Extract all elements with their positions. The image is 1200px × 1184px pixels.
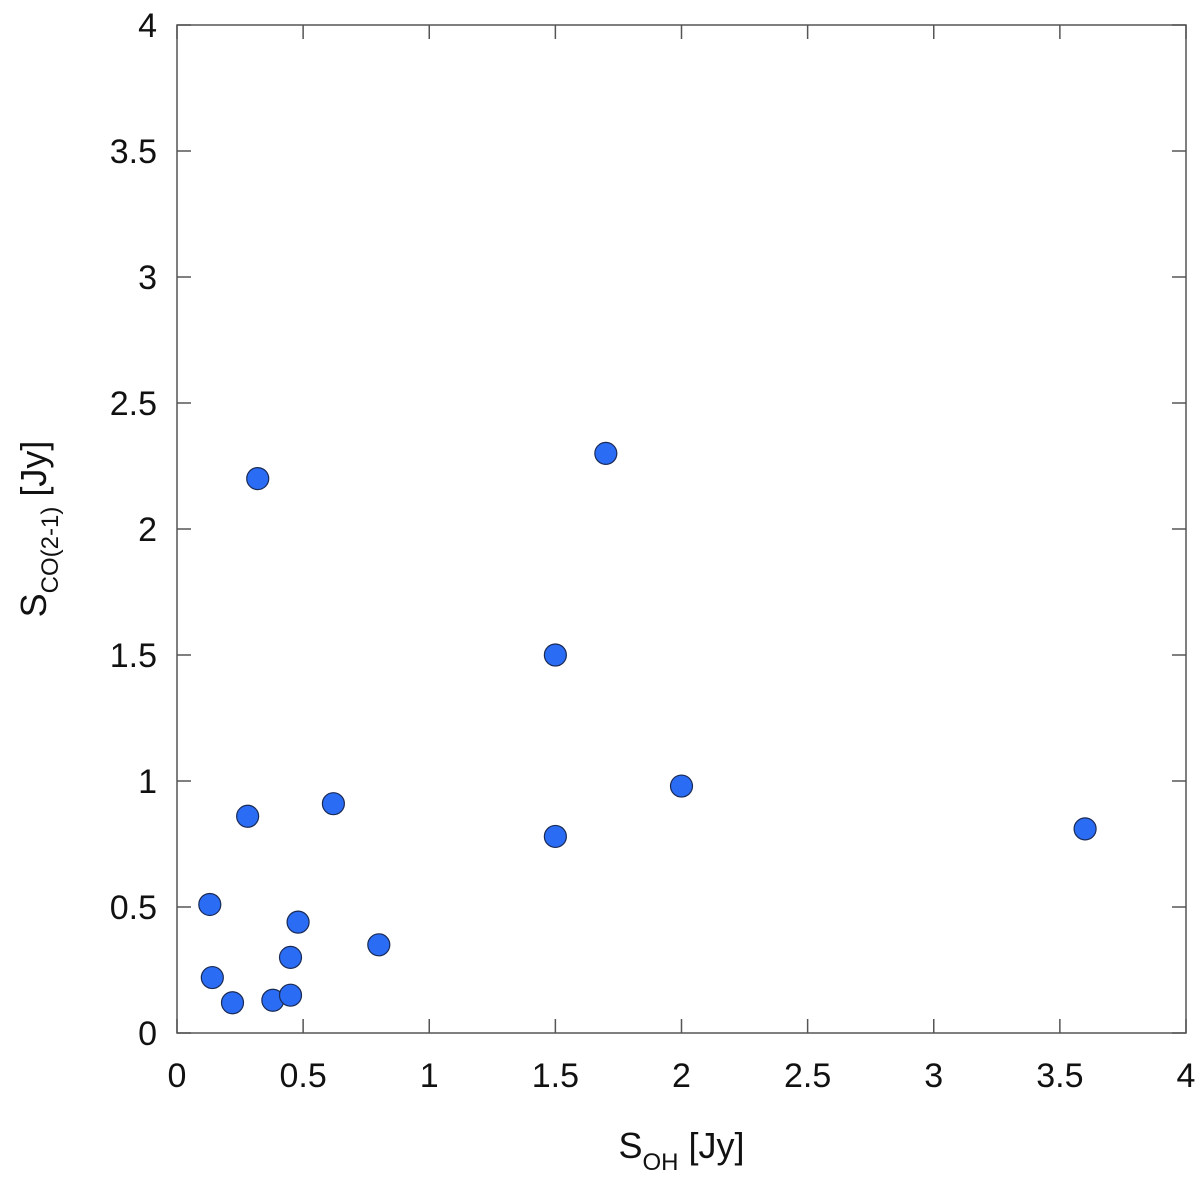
data-point xyxy=(321,792,345,816)
x-axis-label-subscript: OH xyxy=(643,1149,679,1176)
y-tick-label: 1.5 xyxy=(110,637,157,675)
y-tick-label: 0.5 xyxy=(110,889,157,927)
data-point xyxy=(278,983,303,1007)
data-point xyxy=(543,824,567,849)
x-tick-label: 1.5 xyxy=(532,1057,579,1095)
data-point xyxy=(543,643,567,667)
data-point xyxy=(198,892,222,917)
y-tick-label: 3 xyxy=(138,259,157,297)
y-tick-label: 4 xyxy=(138,7,157,45)
x-tick-label: 3.5 xyxy=(1036,1057,1083,1095)
plot-area-frame xyxy=(176,24,1187,1034)
x-tick-label: 0 xyxy=(168,1057,187,1095)
data-point xyxy=(200,965,224,990)
y-tick-label: 2.5 xyxy=(110,385,157,423)
x-axis-label-unit: [Jy] xyxy=(679,1125,745,1166)
x-tick-label: 2 xyxy=(672,1057,691,1095)
data-point xyxy=(286,910,310,934)
x-tick-label: 2.5 xyxy=(784,1057,831,1095)
data-point xyxy=(236,804,260,828)
y-axis-label-unit: [Jy] xyxy=(13,441,54,507)
y-tick-label: 0 xyxy=(138,1015,157,1053)
x-tick-label: 0.5 xyxy=(279,1057,326,1095)
x-tick-label: 1 xyxy=(420,1057,439,1095)
data-point xyxy=(278,945,303,970)
data-point xyxy=(1073,817,1097,841)
y-axis-label-subscript: CO(2-1) xyxy=(37,507,64,594)
axis-tick-labels: 0 0.5 1 1.5 2 2.5 3 3.5 4 0 0.5 1 1.5 2 2.5 3 3.5 4 xyxy=(110,7,1196,1095)
data-point xyxy=(367,933,391,957)
y-axis-label-main: S xyxy=(13,593,54,617)
x-axis-label: SOH [Jy] xyxy=(618,1125,744,1176)
y-tick-label: 2 xyxy=(138,511,157,549)
data-points xyxy=(198,441,1097,1015)
x-tick-label: 3 xyxy=(924,1057,943,1095)
y-tick-label: 1 xyxy=(138,763,157,801)
data-point xyxy=(594,441,618,465)
x-axis-label-main: S xyxy=(618,1125,642,1166)
axis-ticks xyxy=(176,24,1187,1034)
data-point xyxy=(246,467,270,491)
y-axis-label: SCO(2-1) [Jy] xyxy=(13,441,64,618)
data-point xyxy=(220,991,245,1015)
x-tick-label: 4 xyxy=(1177,1057,1196,1095)
data-point xyxy=(669,774,694,798)
y-tick-label: 3.5 xyxy=(110,133,157,171)
